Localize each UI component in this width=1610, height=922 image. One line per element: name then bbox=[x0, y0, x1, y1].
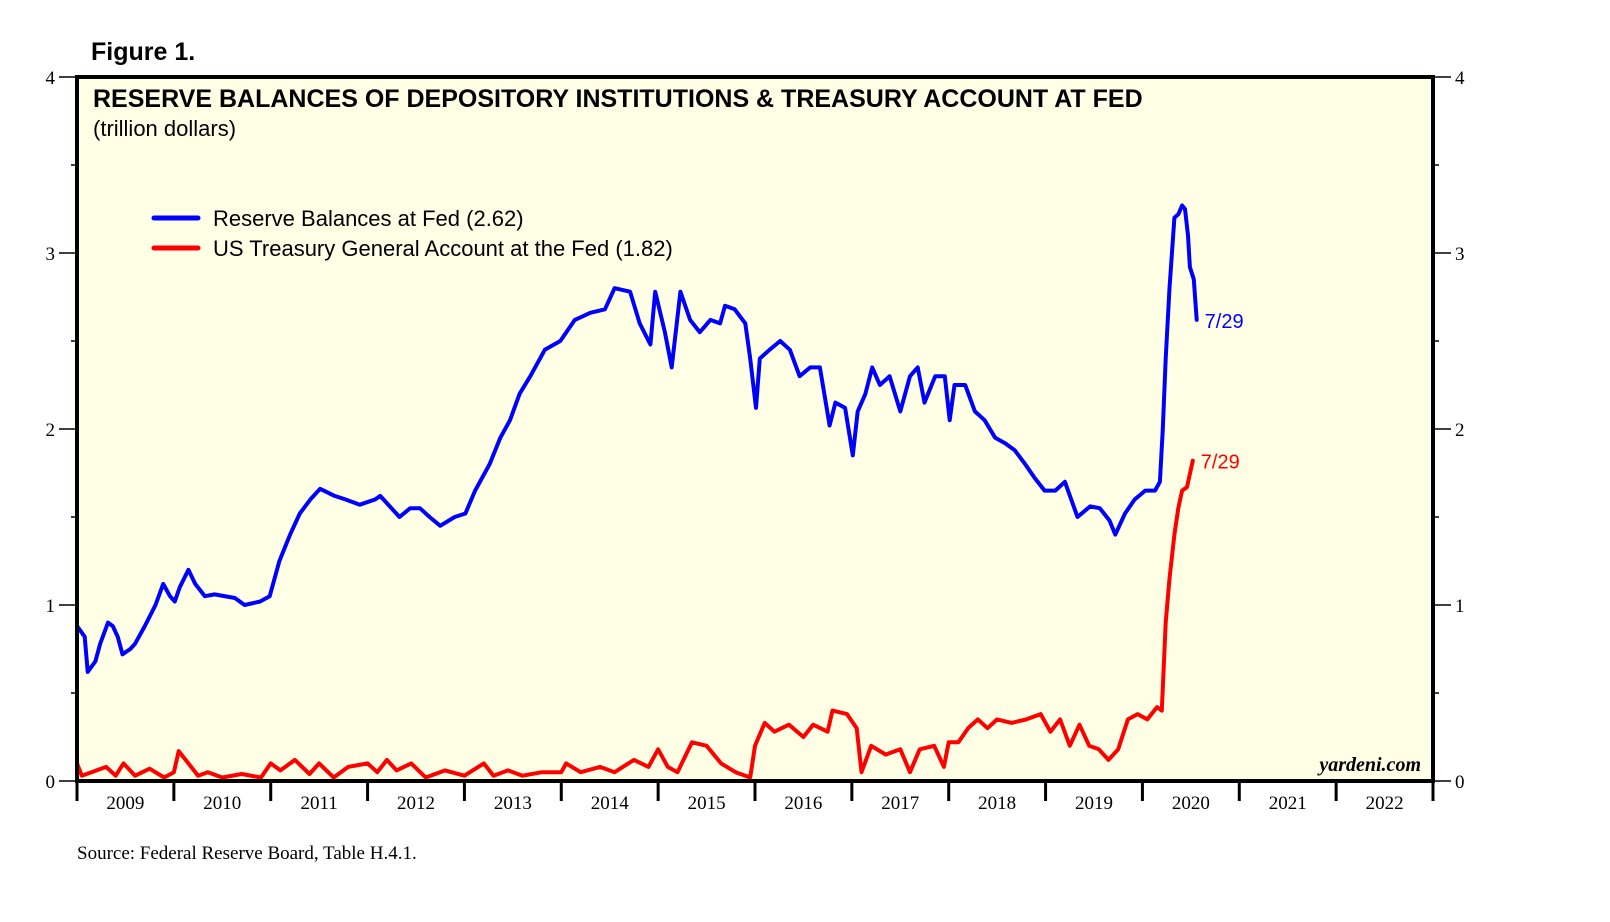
series-layer: 7/29 7/29 bbox=[75, 203, 1244, 780]
y-tick-label-right: 4 bbox=[1455, 68, 1465, 89]
chart-subtitle: (trillion dollars) bbox=[93, 116, 236, 141]
y-tick-label-left: 2 bbox=[46, 420, 56, 441]
plot-frame bbox=[75, 75, 1435, 783]
series-line-treasury-account bbox=[75, 458, 1195, 780]
x-tick-label: 2013 bbox=[494, 793, 532, 814]
axis-ticks: 0 0 1 1 2 2 3 3 4 4 2009 2010 2011 2012 2013 2014 2015 20… bbox=[46, 68, 1466, 814]
y-tick-label-left: 1 bbox=[46, 596, 56, 617]
x-tick-label: 2009 bbox=[106, 793, 144, 814]
figure-label: Figure 1. bbox=[91, 38, 195, 66]
x-tick-label: 2016 bbox=[784, 793, 822, 814]
plot-area bbox=[77, 77, 1433, 781]
series-line-reserve-balances bbox=[75, 203, 1199, 674]
x-tick-label: 2020 bbox=[1172, 793, 1210, 814]
y-tick-label-left: 4 bbox=[46, 68, 56, 89]
legend-label-treasury: US Treasury General Account at the Fed (… bbox=[213, 236, 673, 261]
source-note: Source: Federal Reserve Board, Table H.4… bbox=[77, 843, 417, 864]
y-tick-label-left: 3 bbox=[46, 244, 56, 265]
y-tick-label-right: 2 bbox=[1455, 420, 1465, 441]
x-tick-label: 2014 bbox=[591, 793, 630, 814]
x-tick-label: 2021 bbox=[1269, 793, 1307, 814]
series-end-label: 7/29 bbox=[1205, 311, 1244, 333]
y-tick-label-left: 0 bbox=[46, 772, 56, 793]
x-tick-label: 2017 bbox=[881, 793, 919, 814]
chart-title: RESERVE BALANCES OF DEPOSITORY INSTITUTI… bbox=[93, 85, 1143, 113]
x-tick-label: 2022 bbox=[1366, 793, 1404, 814]
x-tick-label: 2010 bbox=[203, 793, 241, 814]
x-tick-label: 2019 bbox=[1075, 793, 1113, 814]
x-tick-label: 2012 bbox=[397, 793, 435, 814]
legend-label-reserve: Reserve Balances at Fed (2.62) bbox=[213, 206, 524, 231]
y-tick-label-right: 1 bbox=[1455, 596, 1465, 617]
series-end-label: 7/29 bbox=[1201, 452, 1240, 474]
x-tick-label: 2018 bbox=[978, 793, 1016, 814]
y-tick-label-right: 3 bbox=[1455, 244, 1465, 265]
x-tick-label: 2015 bbox=[688, 793, 726, 814]
y-tick-label-right: 0 bbox=[1455, 772, 1465, 793]
watermark: yardeni.com bbox=[1317, 754, 1421, 776]
x-tick-label: 2011 bbox=[300, 793, 337, 814]
